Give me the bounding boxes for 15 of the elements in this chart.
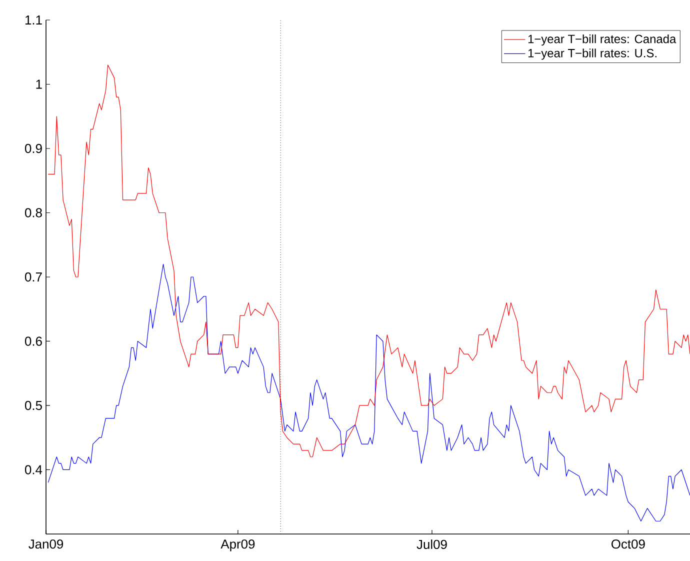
y-tick-label: 0.4 <box>24 465 42 474</box>
line-series <box>48 64 690 458</box>
x-tick-label: Jul09 <box>416 540 447 550</box>
y-tick-label: 0.5 <box>24 400 42 410</box>
x-tick-label: Jan09 <box>28 540 64 549</box>
legend-label: 1−year T−bill rates: Canada <box>528 34 676 46</box>
y-tick-label: 0.9 <box>24 144 42 154</box>
y-tick-label: 0.6 <box>24 336 42 346</box>
y-tick-label: 0.8 <box>24 208 42 218</box>
y-tick-label: 1.1 <box>25 16 42 24</box>
y-tick-label: 1 <box>36 80 42 89</box>
y-tick-label: 0.7 <box>24 272 42 282</box>
x-tick-label: Apr09 <box>220 540 255 552</box>
legend-label: 1−year T−bill rates: U.S. <box>528 48 656 60</box>
x-tick-label: Oct09 <box>612 540 645 549</box>
